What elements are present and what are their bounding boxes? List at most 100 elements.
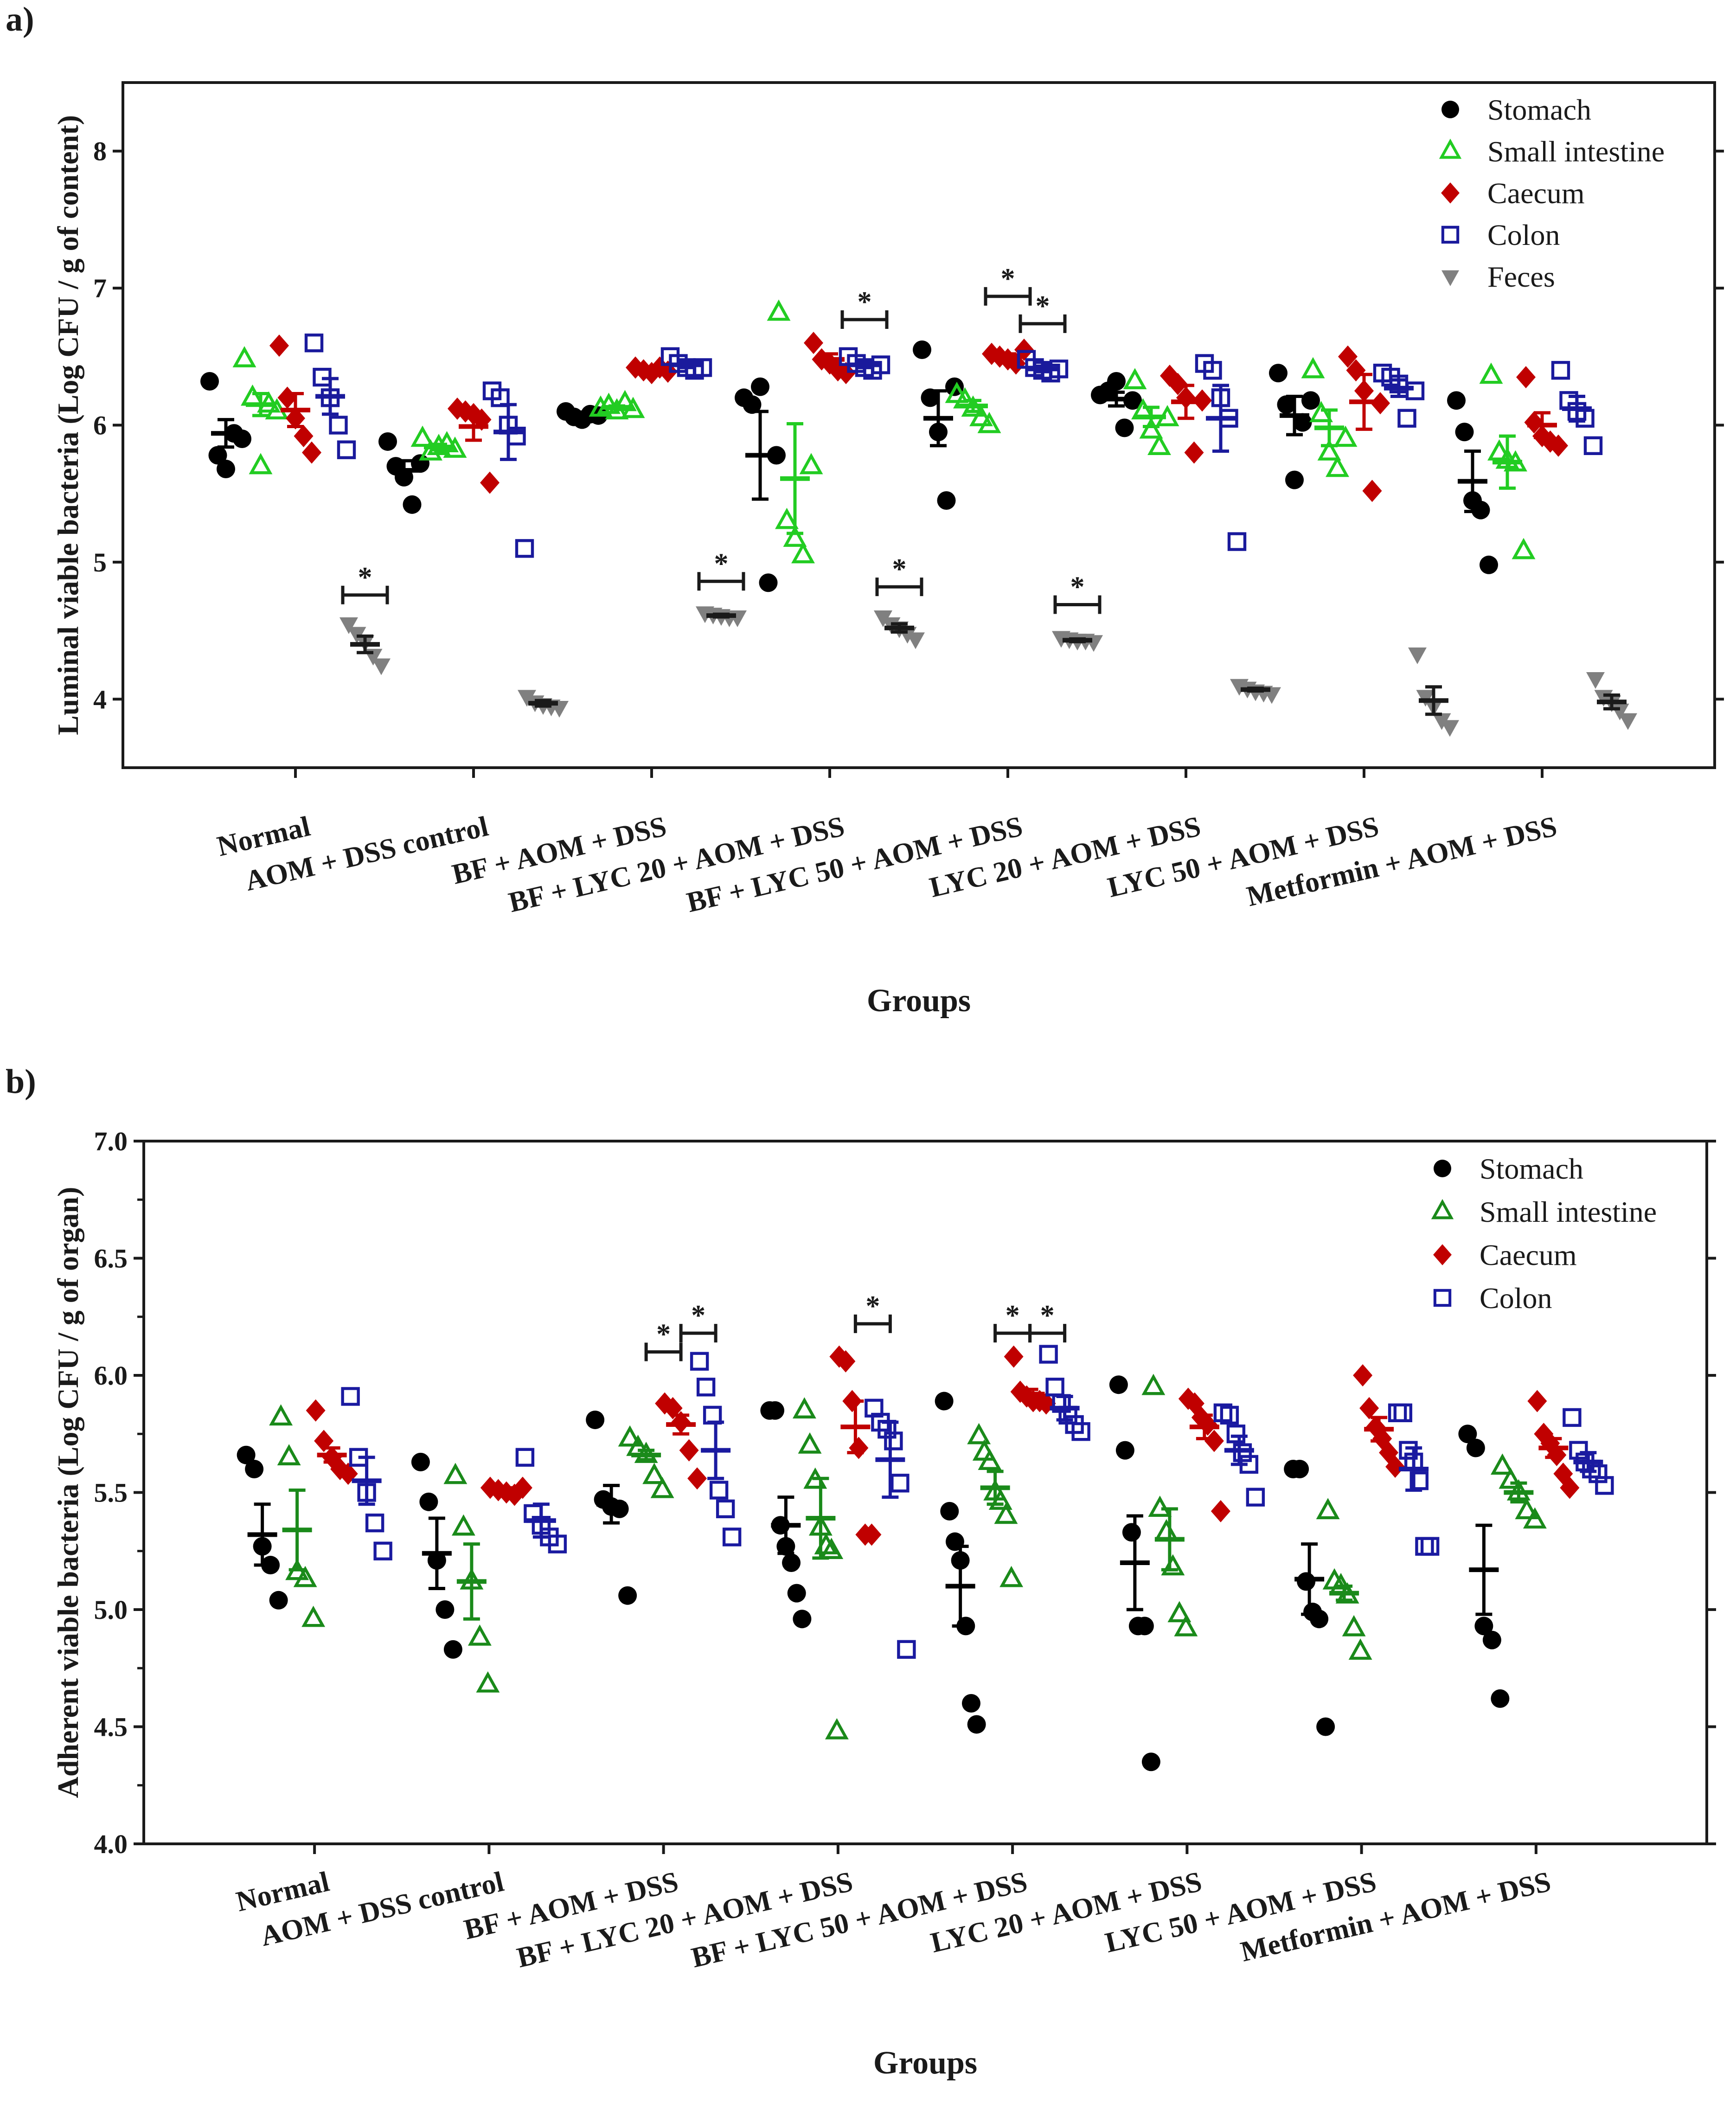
data-point xyxy=(419,1492,438,1511)
data-point xyxy=(1269,364,1288,383)
data-point xyxy=(548,1534,567,1553)
significance-bracket: * xyxy=(1053,571,1102,614)
significance-star: * xyxy=(358,562,372,593)
y-tick-label: 7 xyxy=(93,273,107,303)
data-point xyxy=(293,1566,317,1587)
data-point xyxy=(766,1401,785,1420)
data-point xyxy=(1246,1488,1265,1507)
plot-frame xyxy=(142,1140,1708,1845)
y-tick-label: 8 xyxy=(93,136,107,167)
data-point xyxy=(1405,381,1425,400)
data-point xyxy=(245,1460,264,1478)
series-stomach xyxy=(200,340,1498,592)
data-point xyxy=(1482,1630,1501,1649)
data-point xyxy=(269,334,289,357)
data-point xyxy=(1338,345,1358,368)
data-point xyxy=(967,1423,991,1444)
data-point xyxy=(1297,1572,1316,1591)
data-point xyxy=(1385,1455,1405,1478)
data-point xyxy=(468,1624,492,1646)
data-point xyxy=(1491,1689,1510,1708)
y-tick-label: 4.0 xyxy=(94,1829,128,1859)
data-point xyxy=(597,392,621,414)
y-tick-label: 6.0 xyxy=(94,1361,128,1391)
series-colon xyxy=(304,334,1603,558)
series-colon xyxy=(341,1345,1614,1659)
data-point xyxy=(373,1541,392,1560)
data-point xyxy=(1516,366,1536,389)
series-small-intestine xyxy=(232,299,1536,564)
significance-star: * xyxy=(1036,290,1050,322)
data-point xyxy=(1447,391,1466,410)
data-point xyxy=(1326,456,1349,477)
data-point xyxy=(1310,1610,1329,1629)
data-point xyxy=(1487,439,1511,461)
data-point xyxy=(208,446,227,465)
data-point xyxy=(586,1410,605,1429)
significance-star: * xyxy=(1001,263,1015,295)
data-point xyxy=(1141,1752,1160,1771)
data-point xyxy=(306,1399,326,1422)
data-point xyxy=(1123,368,1147,390)
data-point xyxy=(337,440,356,459)
data-point xyxy=(249,453,273,475)
data-point xyxy=(1135,1617,1154,1636)
data-point xyxy=(1393,1403,1412,1423)
data-point xyxy=(913,340,931,359)
data-point xyxy=(436,1600,455,1619)
data-point xyxy=(1226,1425,1246,1444)
data-point xyxy=(1524,411,1544,434)
data-point xyxy=(775,507,799,529)
legend-marker xyxy=(1434,1160,1451,1177)
data-point xyxy=(687,1467,707,1490)
data-point xyxy=(1317,439,1341,461)
data-point xyxy=(1045,1378,1064,1397)
data-point xyxy=(906,632,925,649)
data-point xyxy=(1515,1498,1539,1520)
significance-bracket: * xyxy=(875,553,923,597)
data-point xyxy=(1397,409,1416,428)
data-point xyxy=(642,1463,666,1484)
data-point xyxy=(1220,1405,1239,1425)
data-point xyxy=(515,1448,535,1467)
data-point xyxy=(1371,392,1390,415)
data-point xyxy=(1290,1460,1309,1478)
data-point xyxy=(1474,1617,1493,1636)
data-point xyxy=(515,539,534,558)
data-point xyxy=(1479,362,1503,384)
data-point xyxy=(232,346,256,367)
data-point xyxy=(200,372,219,391)
data-point xyxy=(269,1404,293,1426)
data-point xyxy=(1595,1476,1614,1495)
data-point xyxy=(1458,1425,1477,1444)
series-caecum xyxy=(269,332,1568,502)
data-point xyxy=(792,1397,816,1418)
data-point xyxy=(1123,391,1142,410)
legend-marker xyxy=(1441,182,1460,204)
data-point xyxy=(690,1352,709,1371)
significance-bracket: * xyxy=(644,1319,683,1361)
data-point xyxy=(937,491,956,510)
significance-bracket: * xyxy=(1028,1300,1067,1343)
data-point xyxy=(1184,441,1204,464)
data-point xyxy=(743,395,762,414)
data-point xyxy=(1523,1507,1547,1529)
data-point xyxy=(696,1378,716,1397)
data-point xyxy=(716,1499,735,1519)
data-point xyxy=(411,1452,430,1471)
data-point xyxy=(378,432,397,451)
data-point xyxy=(1342,1615,1366,1637)
data-point xyxy=(237,1445,256,1464)
data-point xyxy=(836,1350,856,1373)
data-point xyxy=(1174,1615,1198,1637)
data-point xyxy=(1115,418,1134,437)
data-point xyxy=(518,690,536,707)
data-point xyxy=(1148,1495,1172,1517)
data-point xyxy=(783,526,807,547)
data-point xyxy=(804,332,823,354)
data-point xyxy=(1563,1408,1582,1427)
data-point xyxy=(1551,361,1570,380)
y-tick-label: 5 xyxy=(93,547,107,578)
